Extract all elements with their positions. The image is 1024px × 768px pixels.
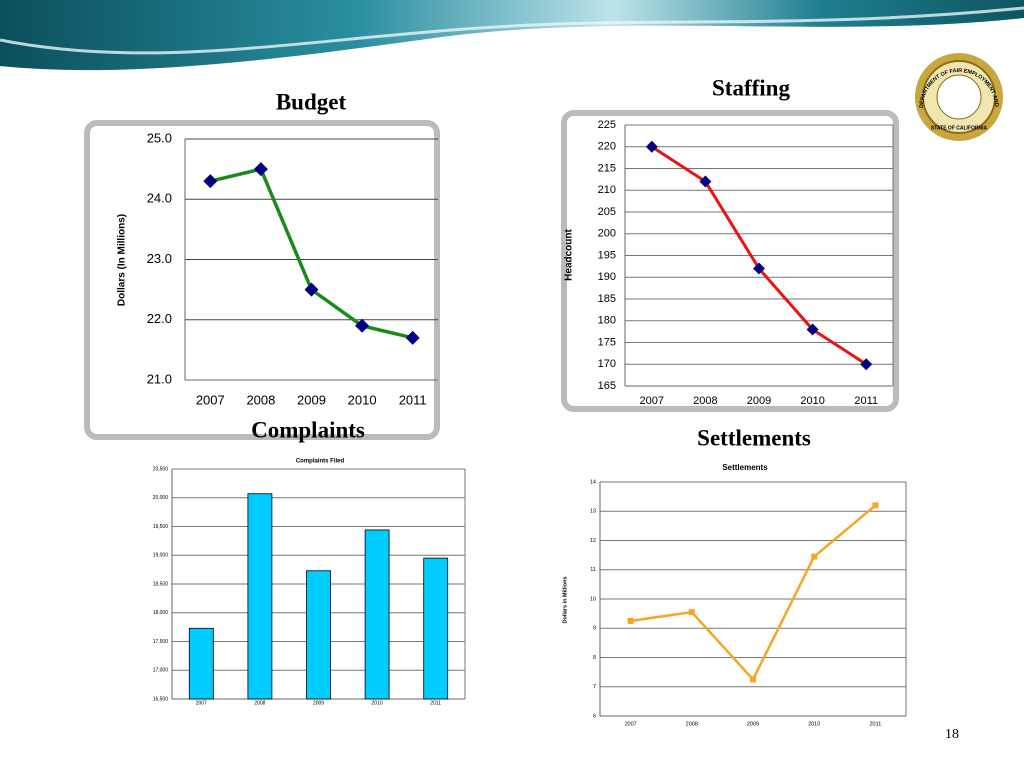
- y-tick-label: 20,500: [153, 466, 169, 472]
- marker: [304, 282, 319, 297]
- line: [630, 504, 877, 681]
- marker: [253, 162, 268, 177]
- x-tick-label: 2010: [372, 700, 383, 706]
- bar: [188, 627, 214, 700]
- x-tick-label: 2009: [297, 392, 326, 407]
- y-tick-label: 6: [593, 713, 596, 719]
- y-tick-label: 12: [590, 538, 596, 544]
- y-tick-label: 14: [590, 479, 596, 485]
- y-tick-label: 225: [598, 119, 616, 131]
- marker: [699, 175, 712, 188]
- y-tick-label: 23.0: [147, 251, 172, 266]
- x-tick-label: 2010: [808, 721, 820, 727]
- x-tick-label: 2011: [399, 392, 427, 407]
- marker: [806, 323, 819, 336]
- y-tick-label: 175: [598, 336, 616, 348]
- marker: [860, 358, 873, 371]
- x-tick-label: 2007: [196, 392, 225, 407]
- y-tick-label: 9: [593, 626, 596, 632]
- y-tick-label: 210: [598, 184, 616, 196]
- y-tick-label: 11: [590, 567, 596, 573]
- marker: [688, 609, 695, 616]
- chart-heading: Staffing: [712, 75, 790, 100]
- y-tick-label: 19,000: [153, 553, 169, 559]
- chart-title: Complaints Filed: [296, 459, 345, 465]
- x-tick-label: 2009: [747, 395, 771, 407]
- line: [209, 167, 414, 340]
- y-tick-label: 25.0: [147, 130, 172, 145]
- x-tick-label: 2011: [869, 721, 881, 727]
- x-tick-label: 2008: [686, 721, 698, 727]
- bar: [423, 557, 449, 700]
- marker: [872, 502, 879, 509]
- y-tick-label: 22.0: [147, 311, 172, 326]
- x-tick-label: 2010: [800, 395, 824, 407]
- bar: [364, 529, 390, 700]
- y-tick-label: 7: [593, 684, 596, 690]
- y-tick-label: 200: [598, 228, 616, 240]
- page-number: 18: [945, 727, 959, 742]
- y-axis-label: Dollars (In Millions): [117, 214, 128, 306]
- banner-stroke: [0, 6, 1024, 55]
- y-tick-label: 17,000: [153, 668, 169, 674]
- y-tick-label: 10: [590, 596, 596, 602]
- bar: [247, 493, 273, 700]
- y-tick-label: 205: [598, 206, 616, 218]
- y-tick-label: 190: [598, 271, 616, 283]
- y-tick-label: 17,500: [153, 639, 169, 645]
- y-tick-label: 21.0: [147, 371, 172, 386]
- bar: [306, 570, 331, 700]
- marker: [203, 174, 218, 189]
- banner: [0, 0, 1024, 71]
- y-tick-label: 13: [590, 509, 596, 515]
- y-axis-label: Headcount: [564, 228, 575, 280]
- y-tick-label: 8: [593, 655, 596, 661]
- marker: [750, 676, 756, 683]
- y-tick-label: 20,000: [153, 495, 169, 501]
- marker: [753, 262, 765, 275]
- x-tick-label: 2007: [624, 721, 636, 727]
- x-tick-label: 2007: [640, 395, 664, 407]
- x-tick-label: 2009: [313, 700, 324, 706]
- x-tick-label: 2011: [854, 395, 878, 407]
- chart-frame: [561, 110, 899, 412]
- chart-heading: Complaints: [251, 417, 365, 442]
- marker: [811, 553, 818, 560]
- x-tick-label: 2008: [693, 395, 717, 407]
- marker: [627, 617, 634, 624]
- y-tick-label: 16,500: [153, 696, 169, 702]
- y-tick-label: 220: [598, 141, 616, 153]
- y-tick-label: 18,500: [153, 581, 169, 587]
- y-tick-label: 19,500: [153, 524, 169, 530]
- x-tick-label: 2008: [246, 392, 275, 407]
- logo-subtext: STATE OF CALIFORNIA: [931, 125, 988, 131]
- y-tick-label: 185: [598, 293, 616, 305]
- y-tick-label: 170: [598, 358, 616, 370]
- x-tick-label: 2008: [254, 700, 265, 706]
- marker: [405, 330, 420, 345]
- x-tick-label: 2009: [747, 721, 759, 727]
- y-tick-label: 215: [598, 162, 616, 174]
- y-tick-label: 180: [598, 315, 616, 327]
- x-tick-label: 2010: [348, 392, 377, 407]
- chart-title: Settlements: [722, 463, 768, 472]
- marker: [645, 140, 658, 153]
- marker: [355, 318, 370, 333]
- x-tick-label: 2007: [196, 700, 207, 706]
- x-tick-label: 2011: [430, 700, 441, 706]
- chart-heading: Budget: [276, 89, 347, 114]
- y-tick-label: 165: [598, 380, 616, 392]
- y-axis-label: Dollars in Millions: [562, 576, 568, 623]
- logo-center: [936, 74, 982, 120]
- y-tick-label: 18,000: [153, 610, 169, 616]
- y-tick-label: 195: [598, 249, 616, 261]
- y-tick-label: 24.0: [147, 191, 172, 206]
- chart-frame: [84, 120, 440, 440]
- chart-heading: Settlements: [697, 425, 811, 450]
